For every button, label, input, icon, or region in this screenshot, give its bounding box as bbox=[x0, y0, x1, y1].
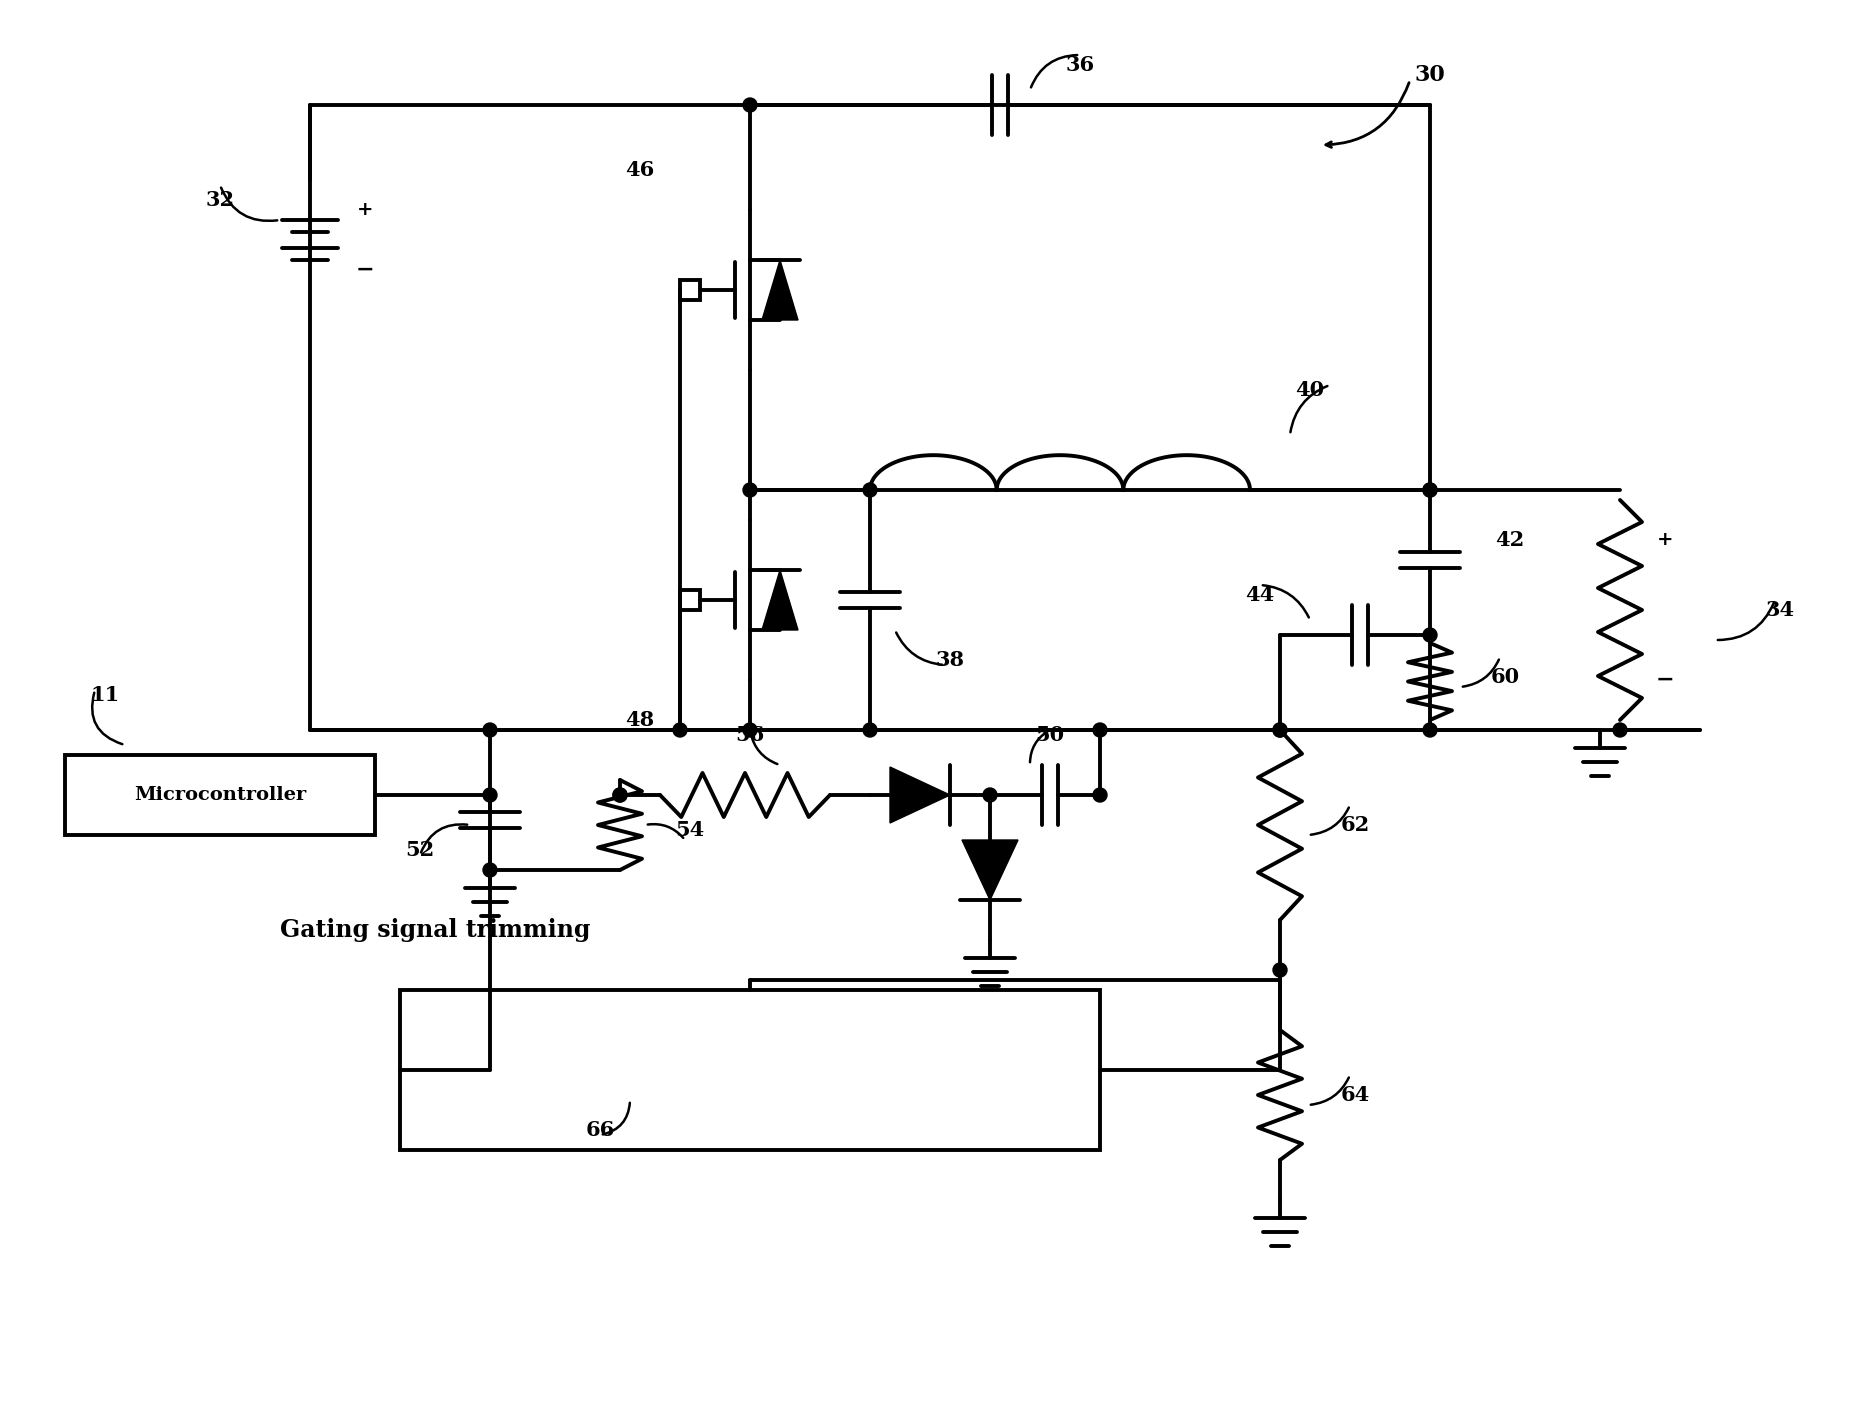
Circle shape bbox=[743, 723, 758, 736]
Text: 44: 44 bbox=[1246, 585, 1274, 605]
Circle shape bbox=[1094, 723, 1107, 736]
Text: −: − bbox=[1656, 669, 1675, 691]
Circle shape bbox=[1274, 963, 1287, 977]
Bar bbox=[680, 280, 700, 300]
Circle shape bbox=[743, 98, 758, 111]
Text: 38: 38 bbox=[936, 651, 964, 671]
Circle shape bbox=[1614, 723, 1627, 736]
Circle shape bbox=[1422, 482, 1437, 497]
Circle shape bbox=[483, 723, 498, 736]
Text: 32: 32 bbox=[206, 190, 234, 210]
Text: Microcontroller: Microcontroller bbox=[134, 786, 306, 803]
Polygon shape bbox=[761, 260, 799, 320]
Polygon shape bbox=[890, 766, 951, 823]
Text: 56: 56 bbox=[735, 725, 765, 745]
Text: 62: 62 bbox=[1341, 815, 1370, 835]
Text: 46: 46 bbox=[626, 160, 656, 180]
Text: 50: 50 bbox=[1036, 725, 1064, 745]
Circle shape bbox=[864, 482, 877, 497]
Circle shape bbox=[743, 482, 758, 497]
Text: −: − bbox=[357, 258, 375, 281]
Circle shape bbox=[1274, 723, 1287, 736]
Circle shape bbox=[483, 788, 498, 802]
Text: 48: 48 bbox=[626, 711, 654, 731]
Text: 11: 11 bbox=[91, 685, 119, 705]
Circle shape bbox=[982, 788, 997, 802]
Text: 54: 54 bbox=[676, 821, 704, 841]
Circle shape bbox=[613, 788, 628, 802]
Text: +: + bbox=[357, 201, 373, 218]
Circle shape bbox=[864, 723, 877, 736]
Bar bbox=[680, 589, 700, 609]
Text: 34: 34 bbox=[1766, 599, 1794, 619]
Text: Gating signal trimming: Gating signal trimming bbox=[280, 918, 591, 942]
Polygon shape bbox=[962, 841, 1018, 900]
Text: 30: 30 bbox=[1415, 64, 1445, 86]
Circle shape bbox=[1422, 628, 1437, 642]
Polygon shape bbox=[761, 569, 799, 629]
Text: 42: 42 bbox=[1495, 529, 1525, 549]
Circle shape bbox=[1094, 788, 1107, 802]
Text: 36: 36 bbox=[1066, 56, 1094, 76]
Circle shape bbox=[483, 863, 498, 878]
Circle shape bbox=[1422, 723, 1437, 736]
Text: 66: 66 bbox=[585, 1120, 615, 1140]
Circle shape bbox=[613, 788, 628, 802]
Text: +: + bbox=[1656, 531, 1673, 549]
Bar bbox=[65, 755, 375, 835]
Text: 40: 40 bbox=[1296, 380, 1324, 400]
Text: 52: 52 bbox=[405, 841, 435, 860]
Text: 60: 60 bbox=[1491, 666, 1519, 686]
Bar bbox=[399, 990, 1099, 1150]
Circle shape bbox=[1274, 723, 1287, 736]
Circle shape bbox=[672, 723, 687, 736]
Circle shape bbox=[1422, 482, 1437, 497]
Text: 64: 64 bbox=[1341, 1085, 1370, 1104]
